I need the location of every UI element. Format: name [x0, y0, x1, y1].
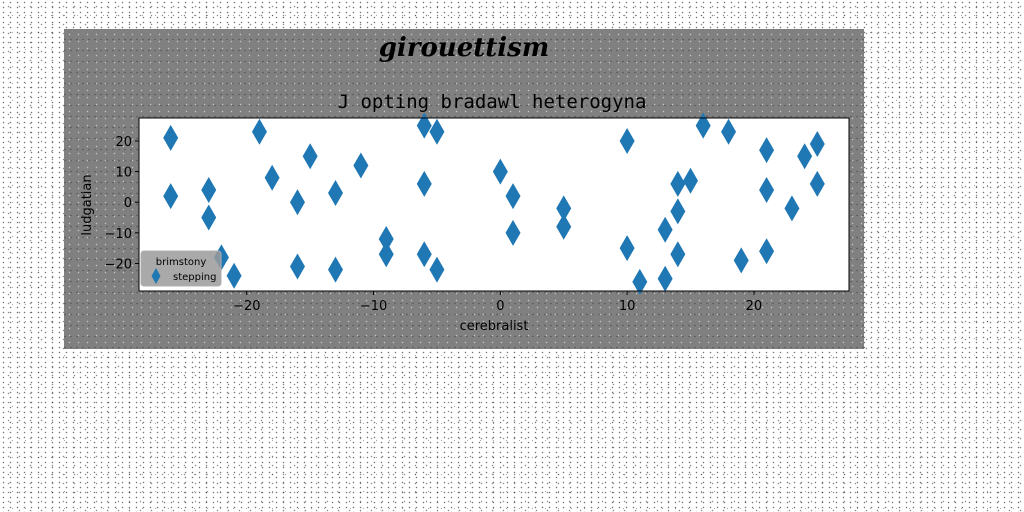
- data-point: [328, 256, 344, 283]
- data-point: [619, 127, 635, 154]
- data-point: [657, 216, 673, 243]
- data-point: [670, 198, 686, 225]
- data-point: [759, 238, 775, 265]
- x-tick-label: 20: [746, 299, 763, 314]
- data-point: [201, 176, 217, 203]
- y-tick-label: −10: [105, 227, 132, 242]
- data-point: [683, 167, 699, 194]
- data-point: [492, 158, 508, 185]
- x-axis-label: cerebralist: [460, 319, 529, 334]
- data-point: [429, 118, 445, 145]
- data-point: [505, 219, 521, 246]
- x-tick-label: 0: [496, 299, 504, 314]
- data-point: [416, 112, 432, 139]
- data-point: [251, 118, 267, 145]
- plot-area: [138, 117, 850, 292]
- data-point: [556, 195, 572, 222]
- data-point: [695, 112, 711, 139]
- data-point: [416, 241, 432, 268]
- y-tick-label: −20: [105, 257, 132, 272]
- y-tick-label: 20: [115, 135, 132, 150]
- data-point: [505, 183, 521, 210]
- x-tick-label: −10: [360, 299, 387, 314]
- y-tick-label: 0: [124, 196, 132, 211]
- data-point: [809, 170, 825, 197]
- data-point: [657, 265, 673, 292]
- legend-entry-label: stepping: [173, 272, 216, 283]
- data-point: [632, 268, 648, 295]
- data-point: [378, 241, 394, 268]
- y-tick-label: 10: [115, 166, 132, 181]
- data-point: [784, 195, 800, 222]
- data-point: [163, 183, 179, 210]
- plot-frame: [138, 117, 850, 292]
- data-point: [429, 256, 445, 283]
- data-point: [264, 164, 280, 191]
- legend-title: brimstony: [156, 257, 207, 268]
- x-tick-label: −20: [233, 299, 260, 314]
- chart-title: J opting bradawl heterogyna: [338, 91, 647, 113]
- chart-suptitle: girouettism: [379, 33, 550, 63]
- data-point: [328, 180, 344, 207]
- legend-box: [140, 250, 222, 287]
- x-tick-label: 10: [619, 299, 636, 314]
- data-point: [721, 118, 737, 145]
- data-point: [809, 131, 825, 158]
- data-point: [556, 213, 572, 240]
- data-point: [201, 204, 217, 231]
- y-axis-label: ludgatian: [80, 174, 95, 235]
- data-point: [353, 152, 369, 179]
- data-point: [670, 241, 686, 268]
- data-point: [226, 262, 242, 289]
- data-point: [759, 176, 775, 203]
- data-point: [289, 253, 305, 280]
- legend: brimstony stepping: [140, 250, 222, 287]
- data-point: [378, 225, 394, 252]
- scatter-chart: girouettism J opting bradawl heterogyna …: [80, 33, 850, 334]
- x-axis-ticks: −20 −10 0 10 20: [233, 291, 762, 314]
- data-point: [289, 189, 305, 216]
- legend-marker: [151, 268, 161, 284]
- data-point: [619, 235, 635, 262]
- data-point: [302, 143, 318, 170]
- data-point: [416, 170, 432, 197]
- data-point: [797, 143, 813, 170]
- data-point: [733, 247, 749, 274]
- data-point: [759, 137, 775, 164]
- y-axis-ticks: −20 −10 0 10 20: [105, 135, 139, 272]
- data-point: [670, 170, 686, 197]
- figure: girouettism J opting bradawl heterogyna …: [64, 29, 864, 349]
